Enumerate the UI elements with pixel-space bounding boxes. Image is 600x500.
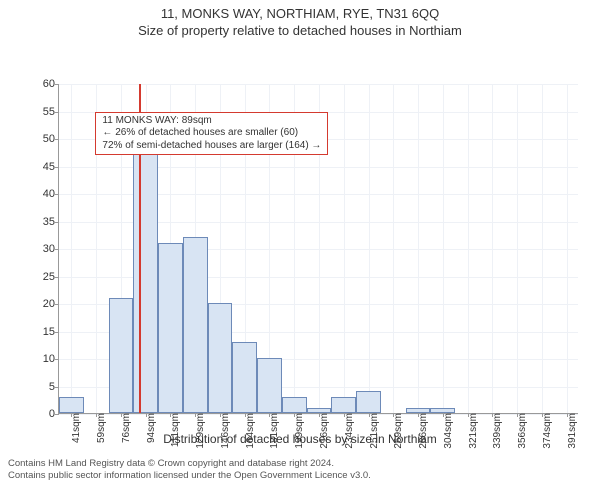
gridline-v (443, 84, 444, 413)
gridline-v (71, 84, 72, 413)
ytick-label: 0 (49, 408, 59, 420)
histogram-bar (232, 342, 257, 414)
annotation-line: ← 26% of detached houses are smaller (60… (102, 127, 321, 140)
gridline-v (517, 84, 518, 413)
histogram-bar (257, 358, 282, 413)
histogram-bar (307, 408, 332, 414)
page-title: 11, MONKS WAY, NORTHIAM, RYE, TN31 6QQ (0, 6, 600, 21)
footer-line-1: Contains HM Land Registry data © Crown c… (8, 458, 592, 470)
histogram-bar (282, 397, 307, 414)
gridline-v (344, 84, 345, 413)
ytick-label: 15 (43, 326, 59, 338)
histogram-bar (356, 391, 381, 413)
annotation-line: 11 MONKS WAY: 89sqm (102, 115, 321, 128)
gridline-v (418, 84, 419, 413)
ytick-label: 55 (43, 106, 59, 118)
histogram-bar (183, 237, 208, 413)
ytick-label: 10 (43, 353, 59, 365)
ytick-label: 20 (43, 298, 59, 310)
histogram-bar (59, 397, 84, 414)
chart-area: Number of detached properties 0510152025… (0, 38, 600, 420)
gridline-v (542, 84, 543, 413)
ytick-label: 45 (43, 161, 59, 173)
gridline-v (567, 84, 568, 413)
histogram-bar (158, 243, 183, 414)
ytick-label: 25 (43, 271, 59, 283)
annotation-box: 11 MONKS WAY: 89sqm← 26% of detached hou… (95, 112, 328, 156)
ytick-label: 5 (49, 381, 59, 393)
ytick-label: 60 (43, 78, 59, 90)
histogram-bar (331, 397, 356, 414)
gridline-v (468, 84, 469, 413)
gridline-v (369, 84, 370, 413)
annotation-line: 72% of semi-detached houses are larger (… (102, 140, 321, 153)
ytick-label: 50 (43, 133, 59, 145)
histogram-bar (208, 303, 233, 413)
histogram-bar (430, 408, 455, 414)
plot-area: 05101520253035404550556041sqm59sqm76sqm9… (58, 84, 578, 414)
histogram-bar (406, 408, 431, 414)
gridline-v (492, 84, 493, 413)
page-subtitle: Size of property relative to detached ho… (0, 23, 600, 38)
histogram-bar (133, 144, 158, 414)
ytick-label: 40 (43, 188, 59, 200)
x-axis-label: Distribution of detached houses by size … (0, 432, 600, 446)
ytick-label: 35 (43, 216, 59, 228)
ytick-label: 30 (43, 243, 59, 255)
gridline-v (393, 84, 394, 413)
histogram-bar (109, 298, 134, 414)
footer-line-2: Contains public sector information licen… (8, 470, 592, 482)
footer-attribution: Contains HM Land Registry data © Crown c… (0, 454, 600, 482)
